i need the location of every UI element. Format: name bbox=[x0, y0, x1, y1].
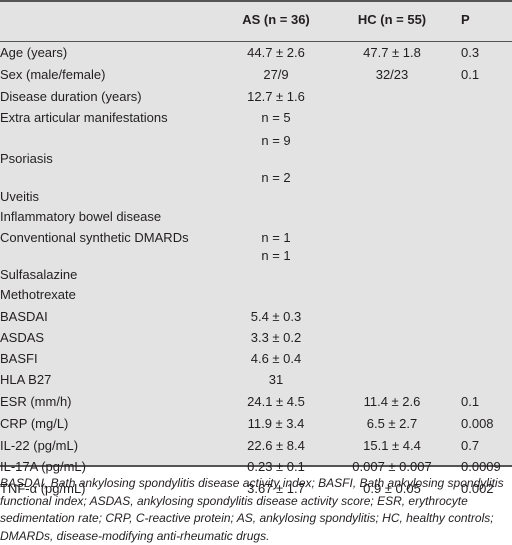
cell-as: 12.7 ± 1.6 bbox=[247, 89, 305, 104]
row-label: BASFI bbox=[0, 351, 38, 366]
row-label: HLA B27 bbox=[0, 372, 52, 387]
cell-as: n = 1 bbox=[261, 248, 291, 263]
cell-hc: 6.5 ± 2.7 bbox=[366, 416, 418, 431]
table-row: Uveitis bbox=[0, 187, 512, 207]
cell-hc: 15.1 ± 4.4 bbox=[363, 438, 421, 453]
table-row: Psoriasis bbox=[0, 149, 512, 169]
row-label: Psoriasis bbox=[0, 151, 53, 166]
header-hc: HC (n = 55) bbox=[357, 12, 427, 27]
row-label: Sulfasalazine bbox=[0, 267, 78, 282]
row-label: TNF-α (pg/mL) bbox=[0, 481, 86, 496]
table-row: ASDAS 3.3 ± 0.2 bbox=[0, 328, 512, 348]
table-row: Age (years) 44.7 ± 2.6 47.7 ± 1.8 0.3 bbox=[0, 43, 512, 63]
table-row: BASDAI 5.4 ± 0.3 bbox=[0, 307, 512, 327]
header-divider bbox=[0, 41, 512, 42]
header-p: P bbox=[461, 12, 470, 27]
row-label: Sex (male/female) bbox=[0, 67, 106, 82]
cell-as: 44.7 ± 2.6 bbox=[247, 45, 305, 60]
cell-p: 0.0009 bbox=[461, 459, 501, 474]
cell-p: 0.1 bbox=[461, 67, 480, 82]
table-row: CRP (mg/L) 11.9 ± 3.4 6.5 ± 2.7 0.008 bbox=[0, 414, 512, 434]
cell-p: 0.3 bbox=[461, 45, 480, 60]
cell-as: 27/9 bbox=[263, 67, 289, 82]
cell-hc: 47.7 ± 1.8 bbox=[363, 45, 421, 60]
cell-hc: 0.007 ± 0.007 bbox=[352, 459, 432, 474]
table-row: ESR (mm/h) 24.1 ± 4.5 11.4 ± 2.6 0.1 bbox=[0, 392, 512, 412]
table-row: n = 9 bbox=[0, 131, 512, 151]
cell-as: n = 1 bbox=[261, 230, 291, 245]
table-footnote: BASDAI, Bath ankylosing spondylitis dise… bbox=[0, 476, 504, 543]
table-row: n = 1 bbox=[0, 246, 512, 266]
cell-p: 0.7 bbox=[461, 438, 480, 453]
cell-as: n = 9 bbox=[261, 133, 291, 148]
cell-as: n = 5 bbox=[261, 110, 291, 125]
row-label: Age (years) bbox=[0, 45, 68, 60]
cell-as: 11.9 ± 3.4 bbox=[247, 416, 305, 431]
table-row: HLA B27 31 bbox=[0, 370, 512, 390]
cell-as: 3.67 ± 1.7 bbox=[247, 481, 305, 496]
row-label: Methotrexate bbox=[0, 287, 76, 302]
data-table: AS (n = 36) HC (n = 55) P Age (years) 44.… bbox=[0, 0, 512, 496]
table-row: BASFI 4.6 ± 0.4 bbox=[0, 349, 512, 369]
table-row: Disease duration (years) 12.7 ± 1.6 bbox=[0, 87, 512, 107]
row-label: Inflammatory bowel disease bbox=[0, 209, 162, 224]
cell-p: 0.002 bbox=[461, 481, 494, 496]
row-label: Conventional synthetic DMARDs bbox=[0, 230, 189, 245]
table-row: Sulfasalazine bbox=[0, 265, 512, 285]
table-row: IL-22 (pg/mL) 22.6 ± 8.4 15.1 ± 4.4 0.7 bbox=[0, 436, 512, 456]
row-label: CRP (mg/L) bbox=[0, 416, 69, 431]
row-label: BASDAI bbox=[0, 309, 48, 324]
row-label: Uveitis bbox=[0, 189, 40, 204]
table-row: Methotrexate bbox=[0, 285, 512, 305]
table-row: Extra articular manifestations n = 5 bbox=[0, 108, 512, 128]
cell-as: 5.4 ± 0.3 bbox=[250, 309, 302, 324]
cell-as: 4.6 ± 0.4 bbox=[250, 351, 302, 366]
row-label: Extra articular manifestations bbox=[0, 110, 168, 125]
cell-as: n = 2 bbox=[261, 170, 291, 185]
table-row: Inflammatory bowel disease bbox=[0, 207, 512, 227]
cell-as: 0.23 ± 0.1 bbox=[247, 459, 305, 474]
row-label: ESR (mm/h) bbox=[0, 394, 72, 409]
table-row: Sex (male/female) 27/9 32/23 0.1 bbox=[0, 65, 512, 85]
row-label: ASDAS bbox=[0, 330, 45, 345]
cell-p: 0.1 bbox=[461, 394, 480, 409]
table-row: Conventional synthetic DMARDs n = 1 bbox=[0, 228, 512, 248]
cell-hc: 11.4 ± 2.6 bbox=[363, 394, 421, 409]
cell-hc: 32/23 bbox=[375, 67, 409, 82]
cell-as: 3.3 ± 0.2 bbox=[250, 330, 302, 345]
table-header-row: AS (n = 36) HC (n = 55) P bbox=[0, 10, 512, 30]
cell-p: 0.008 bbox=[461, 416, 494, 431]
cell-hc: 0.9 ± 0.05 bbox=[363, 481, 421, 496]
row-label: Disease duration (years) bbox=[0, 89, 142, 104]
row-label: IL-17A (pg/mL) bbox=[0, 459, 86, 474]
cell-as: 22.6 ± 8.4 bbox=[247, 438, 305, 453]
cell-as: 31 bbox=[268, 372, 284, 387]
row-label: IL-22 (pg/mL) bbox=[0, 438, 79, 453]
header-as: AS (n = 36) bbox=[242, 12, 310, 27]
table-row: IL-17A (pg/mL) 0.23 ± 0.1 0.007 ± 0.007 0.0… bbox=[0, 457, 512, 477]
cell-as: 24.1 ± 4.5 bbox=[247, 394, 305, 409]
table-row: n = 2 bbox=[0, 168, 512, 188]
table-row: TNF-α (pg/mL) 3.67 ± 1.7 0.9 ± 0.05 0.002 bbox=[0, 479, 512, 499]
